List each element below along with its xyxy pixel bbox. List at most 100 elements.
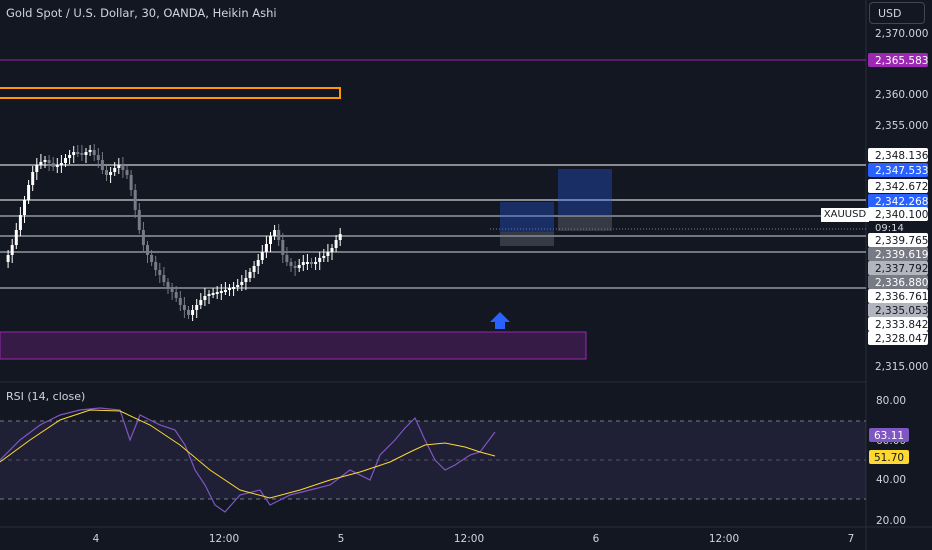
currency-button[interactable]: USD bbox=[869, 2, 925, 24]
price-tag: 2,339.619 bbox=[875, 249, 928, 261]
symbol-label: XAUUSD bbox=[821, 208, 869, 222]
candle-body bbox=[338, 234, 342, 240]
candle-body bbox=[330, 248, 334, 252]
chart-title: Gold Spot / U.S. Dollar, 30, OANDA, Heik… bbox=[6, 6, 277, 20]
price-tag-bg bbox=[868, 289, 928, 303]
candle-body bbox=[178, 298, 182, 305]
candle-body bbox=[269, 236, 272, 244]
candle-body bbox=[23, 200, 26, 215]
level-lines[interactable] bbox=[0, 164, 866, 289]
price-tag-bg bbox=[868, 53, 928, 67]
candle-body bbox=[293, 266, 297, 268]
candle-body bbox=[27, 185, 31, 200]
position-box-target[interactable] bbox=[558, 169, 612, 216]
candle-body bbox=[137, 210, 141, 230]
candle-body bbox=[191, 310, 195, 315]
candle-body bbox=[182, 305, 186, 310]
candle-body bbox=[6, 255, 10, 262]
candle-body bbox=[301, 262, 305, 265]
time-label: 12:00 bbox=[209, 533, 239, 545]
candle-body bbox=[88, 150, 92, 152]
position-box-target[interactable] bbox=[500, 202, 554, 232]
candle-body bbox=[121, 165, 125, 170]
rsi-value-tag bbox=[869, 428, 909, 442]
price-tag-bg bbox=[868, 261, 928, 275]
price-tag-bg bbox=[868, 148, 928, 162]
candle-body bbox=[113, 168, 117, 172]
price-tag: 2,328.047 bbox=[875, 333, 928, 345]
candle-body bbox=[14, 230, 18, 245]
candle-body bbox=[215, 292, 219, 294]
time-label: 5 bbox=[338, 533, 345, 545]
rsi-ma-line bbox=[0, 409, 496, 499]
candle-body bbox=[154, 262, 158, 270]
candle-body bbox=[326, 252, 330, 256]
candle-body bbox=[207, 294, 211, 296]
candle-body bbox=[273, 230, 277, 236]
candle-body bbox=[129, 175, 133, 190]
price-tick: 2,370.000 bbox=[875, 28, 928, 40]
candle-body bbox=[55, 165, 59, 167]
candle-body bbox=[223, 290, 227, 292]
candle-body bbox=[80, 153, 84, 155]
orange-zone[interactable] bbox=[0, 87, 341, 99]
candle-body bbox=[76, 152, 80, 154]
candle-body bbox=[158, 270, 162, 275]
candle-body bbox=[264, 244, 268, 252]
candle-body bbox=[59, 163, 63, 165]
price-tag: 2,337.792 bbox=[875, 263, 928, 275]
candle-body bbox=[211, 293, 215, 295]
candle-body bbox=[150, 255, 154, 262]
candles bbox=[6, 144, 342, 321]
candle-body bbox=[314, 262, 318, 264]
time-label: 7 bbox=[848, 533, 855, 545]
candle-body bbox=[174, 292, 178, 298]
price-tag-bg bbox=[868, 247, 928, 261]
candle-body bbox=[117, 165, 121, 168]
position-box-stop[interactable] bbox=[500, 232, 554, 246]
candle-body bbox=[72, 152, 76, 155]
arrow-up-icon[interactable] bbox=[490, 312, 510, 329]
candle-body bbox=[281, 240, 285, 255]
price-tick: 2,360.000 bbox=[875, 89, 928, 101]
candle-body bbox=[252, 266, 256, 272]
price-tag-bg bbox=[868, 317, 928, 331]
candle-body bbox=[240, 282, 244, 285]
time-label: 4 bbox=[93, 533, 100, 545]
candle-body bbox=[166, 282, 170, 288]
time-label: 6 bbox=[593, 533, 600, 545]
candle-body bbox=[334, 240, 338, 248]
price-tag-bg bbox=[868, 303, 928, 317]
price-tag-bg bbox=[868, 331, 928, 345]
position-box-stop[interactable] bbox=[558, 216, 612, 231]
demand-zone[interactable] bbox=[0, 331, 587, 360]
candle-body bbox=[195, 305, 199, 310]
time-label: 12:00 bbox=[709, 533, 739, 545]
candle-body bbox=[146, 245, 149, 255]
candle-body bbox=[228, 288, 231, 290]
candle-body bbox=[248, 272, 252, 278]
candle-body bbox=[297, 265, 301, 268]
candle-body bbox=[244, 278, 248, 282]
rsi-tick: 20.00 bbox=[876, 515, 906, 527]
rsi-ma-value: 51.70 bbox=[874, 452, 904, 464]
candle-body bbox=[51, 163, 55, 167]
candle-body bbox=[10, 245, 14, 255]
time-label: 12:00 bbox=[454, 533, 484, 545]
candle-body bbox=[260, 252, 264, 260]
candle-body bbox=[285, 255, 289, 262]
candle-body bbox=[162, 275, 166, 282]
price-tag: 2,336.880 bbox=[875, 277, 928, 289]
candle-body bbox=[322, 256, 326, 258]
price-tag-bg bbox=[868, 163, 928, 177]
price-tag: 2,336.761 bbox=[875, 291, 928, 303]
rsi-tick: 80.00 bbox=[876, 395, 906, 407]
price-tag-bg bbox=[868, 275, 928, 289]
price-tag: 2,365.583 bbox=[875, 55, 928, 67]
candle-body bbox=[96, 155, 100, 160]
candle-body bbox=[18, 215, 22, 230]
candle-body bbox=[203, 296, 207, 300]
candle-body bbox=[68, 155, 72, 158]
candle-body bbox=[289, 262, 293, 266]
